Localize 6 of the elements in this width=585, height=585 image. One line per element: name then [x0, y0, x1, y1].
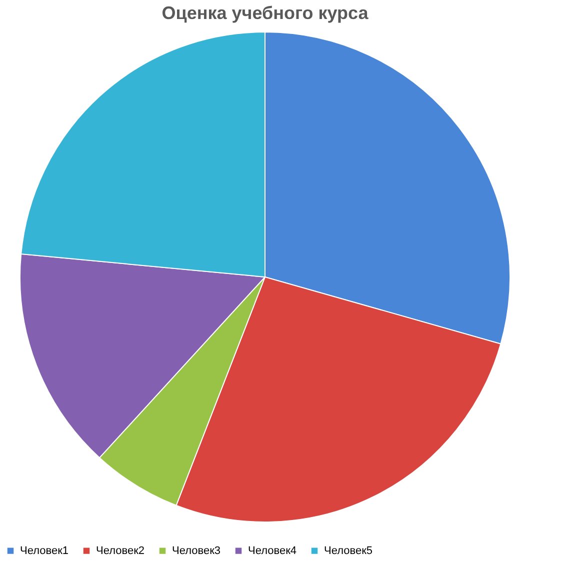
legend-label: Человек2: [96, 544, 145, 557]
chart-title: Оценка учебного курса: [162, 3, 370, 23]
legend-label: Человек4: [248, 544, 297, 557]
legend-label: Человек5: [324, 544, 373, 557]
legend-label: Человек1: [20, 544, 69, 557]
legend-label: Человек3: [172, 544, 221, 557]
